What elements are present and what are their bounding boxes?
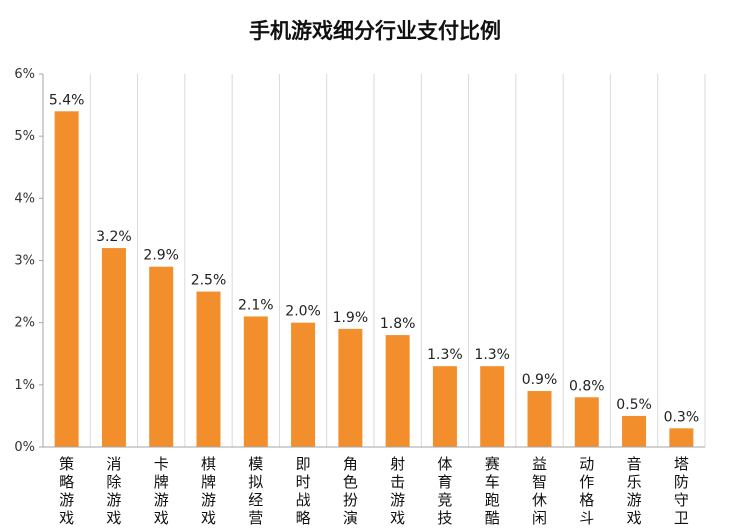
x-tick-label: 动作格斗 xyxy=(579,455,594,527)
bar xyxy=(196,291,221,447)
bar xyxy=(338,328,363,447)
data-label: 2.9% xyxy=(143,248,179,264)
bar xyxy=(101,248,126,447)
x-tick-label: 音乐游戏 xyxy=(627,455,642,527)
bar xyxy=(622,415,647,447)
bar xyxy=(669,428,694,447)
x-tick-label: 益智休闲 xyxy=(532,455,547,527)
bar xyxy=(54,111,79,448)
bar xyxy=(243,316,268,447)
data-label: 0.3% xyxy=(664,409,700,425)
data-label: 2.1% xyxy=(238,297,274,313)
x-tick-label: 策略游戏 xyxy=(59,455,74,527)
data-label: 0.9% xyxy=(522,372,558,388)
y-tick-label: 6% xyxy=(14,67,35,82)
bar xyxy=(149,266,174,447)
bar xyxy=(385,335,410,447)
bar xyxy=(527,391,552,447)
y-axis: 0% 1% 2% 3% 4% 5% 6% xyxy=(14,67,44,455)
y-tick-label: 5% xyxy=(14,129,35,144)
x-tick-label: 消除游戏 xyxy=(106,455,121,527)
x-tick-label: 卡牌游戏 xyxy=(154,455,169,527)
data-label: 0.5% xyxy=(616,397,652,413)
bars xyxy=(54,111,694,448)
data-label: 2.5% xyxy=(191,273,227,289)
bar xyxy=(432,366,457,447)
x-tick-label: 体育竞技 xyxy=(437,455,452,527)
y-tick-label: 0% xyxy=(14,440,35,455)
bar xyxy=(574,397,599,447)
x-tick-label: 即时战略 xyxy=(296,455,311,527)
data-label: 1.3% xyxy=(427,347,463,363)
data-label: 5.4% xyxy=(49,92,85,108)
data-label: 2.0% xyxy=(285,304,321,320)
x-tick-label: 射击游戏 xyxy=(390,455,405,527)
y-tick-label: 4% xyxy=(14,191,35,206)
x-tick-label: 棋牌游戏 xyxy=(201,455,216,527)
chart-title: 手机游戏细分行业支付比例 xyxy=(249,19,501,43)
grid-lines xyxy=(42,74,706,447)
x-tick-label: 塔防守卫 xyxy=(674,455,689,527)
data-label: 1.9% xyxy=(333,310,369,326)
y-tick-label: 1% xyxy=(14,378,35,393)
data-label: 1.3% xyxy=(474,347,510,363)
data-label: 3.2% xyxy=(96,229,132,245)
data-labels: 5.4% 3.2% 2.9% 2.5% 2.1% 2.0% 1.9% 1.8% 1.3% 1.3%… xyxy=(49,92,699,425)
x-tick-label: 模拟经营 xyxy=(248,455,263,527)
y-tick-label: 2% xyxy=(14,316,35,331)
y-tick-label: 3% xyxy=(14,254,35,269)
bar xyxy=(480,366,505,447)
data-label: 0.8% xyxy=(569,378,605,394)
x-tick-label: 角色扮演 xyxy=(343,455,358,527)
x-axis: 策略游戏 消除游戏 卡牌游戏 棋牌游戏 模拟经营 即时战略 角色扮演 射击游戏 体育竞技 赛车跑酷… xyxy=(43,446,705,527)
bar xyxy=(291,322,316,447)
x-tick-label: 赛车跑酷 xyxy=(485,455,500,527)
data-label: 1.8% xyxy=(380,316,416,332)
